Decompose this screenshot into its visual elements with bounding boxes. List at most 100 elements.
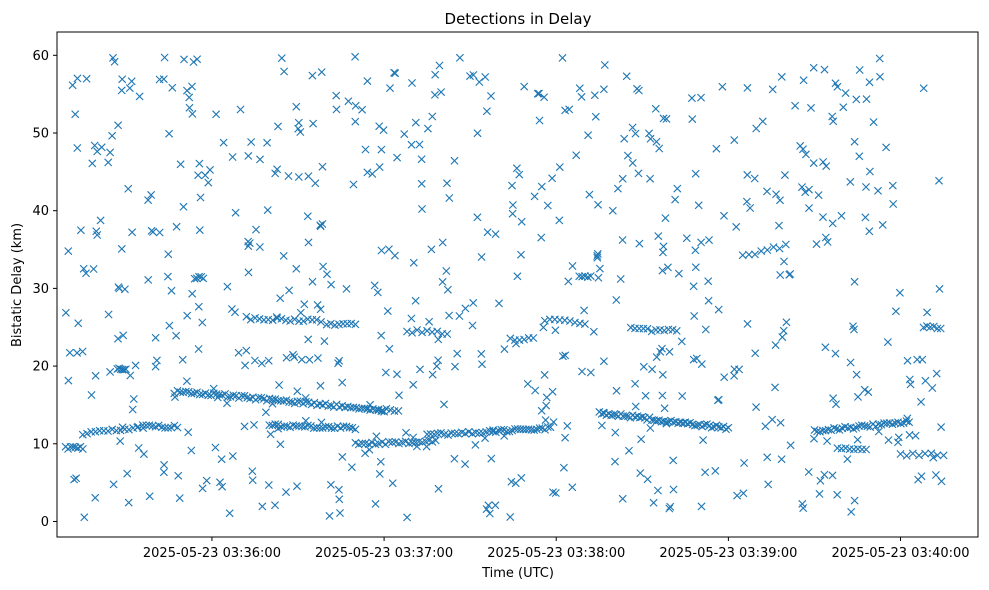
data-point <box>769 243 778 252</box>
data-point <box>861 213 870 222</box>
data-point <box>138 421 147 430</box>
data-point <box>440 400 448 409</box>
data-point <box>902 451 911 460</box>
data-point <box>109 480 118 489</box>
data-point <box>248 467 257 476</box>
data-point <box>712 421 721 430</box>
data-point <box>672 326 681 335</box>
data-point <box>631 379 640 388</box>
data-point <box>655 144 664 153</box>
data-point <box>506 334 515 343</box>
data-point <box>508 209 517 218</box>
data-point <box>151 333 160 342</box>
data-point <box>876 72 884 81</box>
data-point <box>730 371 739 380</box>
data-point <box>165 321 174 330</box>
data-point <box>512 164 521 173</box>
data-point <box>155 75 164 84</box>
data-point <box>461 460 470 469</box>
data-point <box>144 275 153 284</box>
data-point <box>539 323 548 332</box>
data-point <box>377 331 386 340</box>
data-point <box>814 191 823 200</box>
data-point <box>255 243 264 251</box>
data-point <box>849 424 858 433</box>
data-point <box>73 144 82 152</box>
data-point <box>345 423 354 432</box>
data-point <box>537 182 546 191</box>
data-point <box>194 171 203 180</box>
data-point <box>645 129 653 138</box>
data-point <box>118 75 127 84</box>
data-point <box>815 489 824 498</box>
data-point <box>674 269 683 278</box>
data-point <box>477 253 486 261</box>
data-point <box>475 429 484 438</box>
data-point <box>145 492 154 501</box>
data-point <box>659 242 668 251</box>
x-tick-label: 2025-05-23 03:40:00 <box>831 546 969 561</box>
data-point <box>411 296 420 305</box>
data-point <box>368 169 377 178</box>
data-point <box>543 423 552 431</box>
data-point <box>82 74 91 83</box>
data-point <box>327 280 336 289</box>
data-point <box>652 137 661 146</box>
data-point <box>250 420 258 429</box>
data-point <box>933 324 942 333</box>
data-point <box>417 155 426 164</box>
data-point <box>409 380 418 389</box>
data-point <box>430 90 439 99</box>
data-point <box>202 476 211 485</box>
data-point <box>342 284 351 293</box>
data-point <box>312 423 321 432</box>
data-point <box>79 264 88 273</box>
data-point <box>634 169 643 178</box>
data-point <box>172 331 181 340</box>
data-point <box>275 381 284 389</box>
data-point <box>116 437 125 446</box>
data-point <box>388 438 397 447</box>
data-point <box>89 265 98 273</box>
data-point <box>371 499 380 508</box>
data-point <box>772 190 781 199</box>
data-point <box>194 345 203 353</box>
data-point <box>810 434 818 443</box>
data-point <box>580 272 589 281</box>
data-point <box>175 494 184 503</box>
data-point <box>508 181 516 190</box>
data-point <box>418 328 427 337</box>
data-point <box>665 347 674 356</box>
data-point <box>159 468 168 477</box>
data-point <box>643 324 652 333</box>
data-point <box>181 387 190 396</box>
data-point <box>72 474 81 483</box>
data-point <box>216 478 224 487</box>
data-point <box>543 201 552 210</box>
data-point <box>697 93 705 102</box>
data-point <box>690 421 699 430</box>
data-point <box>212 110 221 119</box>
data-point <box>432 362 441 371</box>
data-point <box>833 490 842 499</box>
data-point <box>643 475 652 484</box>
y-axis-label: Bistatic Delay (km) <box>10 223 25 347</box>
data-point <box>628 159 637 167</box>
data-point <box>126 371 135 380</box>
x-tick-label: 2025-05-23 03:39:00 <box>659 546 797 561</box>
data-point <box>888 420 897 429</box>
data-point <box>183 311 192 320</box>
data-point <box>894 438 902 447</box>
data-point <box>178 355 187 364</box>
data-point <box>594 273 603 282</box>
data-point <box>714 395 723 404</box>
data-point <box>720 373 729 382</box>
data-point <box>768 85 777 94</box>
data-point <box>385 344 394 353</box>
y-axis-ticks: 0 10 20 30 40 50 60 <box>32 49 57 530</box>
data-point <box>305 355 314 364</box>
data-point <box>381 368 390 377</box>
data-point <box>691 169 700 178</box>
data-point <box>540 316 549 325</box>
data-point <box>694 201 703 210</box>
